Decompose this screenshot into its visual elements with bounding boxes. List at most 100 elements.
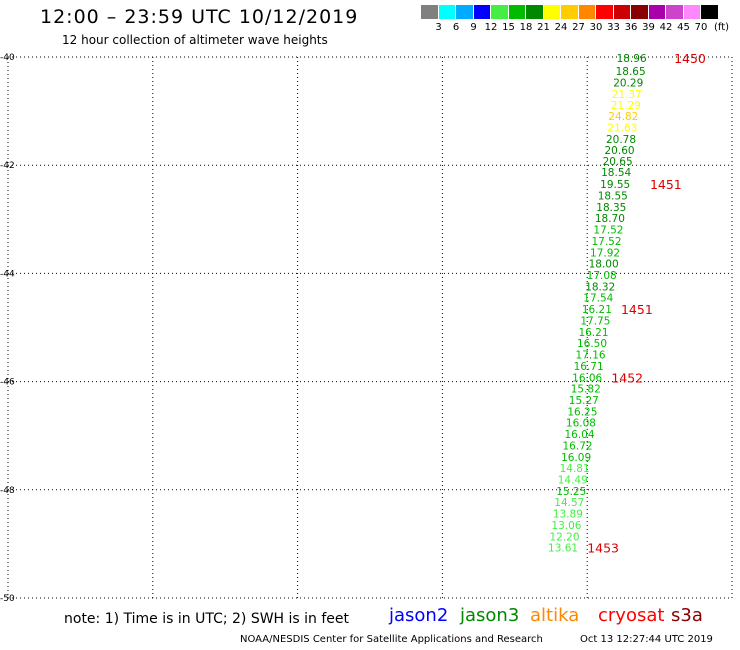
y-tick-label: -50 [0,594,15,604]
color-scale-label: 33 [607,22,620,33]
wave-height-value: 17.16 [576,350,606,362]
wave-height-value: 20.29 [613,77,643,89]
wave-height-value: 18.54 [601,167,631,179]
wave-height-value: 19.55 [600,179,630,191]
color-swatch [648,5,666,19]
wave-height-value: 18.55 [598,190,628,202]
color-swatch [491,5,509,19]
color-scale-label: 42 [659,22,673,33]
chart-title: 12:00 – 23:59 UTC 10/12/2019 [40,6,359,28]
color-swatch [438,5,456,19]
color-swatch [596,5,614,19]
wave-height-value: 13.61 [548,543,578,555]
wave-height-value: 17.52 [591,236,621,248]
y-tick-label: -46 [0,378,15,388]
wave-height-value: 14.81 [560,463,590,475]
wave-height-value: 18.32 [585,281,615,293]
wave-height-value: 17.52 [593,225,623,237]
wave-height-value: 16.08 [566,418,596,430]
y-tick-label: -48 [0,486,15,496]
color-scale-label: 9 [470,22,477,33]
wave-height-value: 21.63 [607,122,637,134]
color-scale-label: 12 [484,22,498,33]
color-swatch [631,5,649,19]
wave-height-value: 15.25 [556,486,586,498]
wave-height-value: 13.89 [553,509,583,521]
satellite-jason3: jason3 [460,605,520,626]
color-scale-label: 24 [554,22,568,33]
footer-credit: NOAA/NESDIS Center for Satellite Applica… [240,634,543,645]
color-swatch [561,5,579,19]
color-scale-label: 39 [642,22,655,33]
wave-height-value: 16.04 [564,429,594,441]
wave-height-value: 17.75 [580,315,610,327]
color-scale-label: 70 [694,22,708,33]
color-swatch [421,5,439,19]
wave-height-value: 15.82 [571,384,601,396]
wave-height-value: 16.21 [578,327,608,339]
color-scale-unit: (ft) [713,22,730,33]
color-scale-label: 18 [519,22,533,33]
wave-height-value: 24.82 [608,111,638,123]
wave-height-value: 16.09 [561,452,591,464]
wave-height-value: 14.57 [554,497,584,509]
color-scale-label: 45 [677,22,690,33]
chart-subtitle: 12 hour collection of altimeter wave hei… [62,33,328,47]
y-tick-label: -44 [0,269,15,279]
satellite-cryosat: cryosat [598,605,665,626]
wave-height-value: 14.49 [558,475,588,487]
wave-height-value: 18.35 [596,202,626,214]
wave-height-value: 18.70 [595,213,625,225]
wave-height-value: 18.00 [589,259,619,271]
wave-height-value: 20.78 [606,134,636,146]
footer-timestamp: Oct 13 12:27:44 UTC 2019 [580,634,713,645]
wave-height-value: 16.72 [563,440,593,452]
satellite-jason2: jason2 [389,605,449,626]
pass-time-label: 1451 [650,177,682,192]
color-scale-label: 6 [452,22,460,33]
pass-time-label: 1453 [587,541,619,556]
color-scale-label: 21 [537,22,550,33]
color-swatch [543,5,561,19]
wave-height-value: 12.20 [549,531,579,543]
wave-height-value: 16.71 [574,361,604,373]
altimeter-map-plot: -30-27-24-21-18-15-40-42-44-46-48-5018.9… [0,51,733,604]
wave-height-value: 13.06 [551,520,581,532]
satellite-altika: altika [530,605,580,626]
color-swatch [473,5,491,19]
wave-height-value: 21.29 [611,100,641,112]
wave-height-value: 20.60 [605,145,635,157]
pass-time-label: 1451 [621,302,653,317]
wave-height-value: 15.27 [569,395,599,407]
wave-height-value: 17.08 [587,270,617,282]
wave-height-value: 21.37 [612,89,642,101]
color-swatch [508,5,526,19]
color-swatch [526,5,544,19]
color-scale-label: 36 [624,22,638,33]
color-scale-label: 27 [572,22,585,33]
wave-height-value: 18.96 [617,53,647,65]
pass-time-label: 1450 [674,51,706,66]
color-scale-label: 3 [435,22,442,33]
wave-height-value: 16.06 [572,372,602,384]
wave-height-value: 16.50 [577,338,607,350]
satellite-s3a: s3a [671,605,703,626]
y-tick-label: -40 [0,53,15,63]
pass-time-label: 1452 [611,370,643,385]
wave-height-value: 17.54 [583,293,613,305]
color-swatch [683,5,701,19]
wave-height-value: 16.25 [567,406,597,418]
color-swatch [578,5,596,19]
color-scale-label: 30 [589,22,603,33]
wave-height-value: 20.65 [603,156,633,168]
color-swatch [666,5,684,19]
y-tick-label: -42 [0,161,15,171]
color-swatch [613,5,631,19]
wave-height-value: 16.21 [582,304,612,316]
units-note: note: 1) Time is in UTC; 2) SWH is in fe… [64,611,350,627]
color-swatch [456,5,474,19]
color-swatch [701,5,719,19]
wave-height-value: 18.65 [616,66,646,78]
wave-height-value: 17.92 [590,247,620,259]
color-scale-label: 15 [502,22,515,33]
